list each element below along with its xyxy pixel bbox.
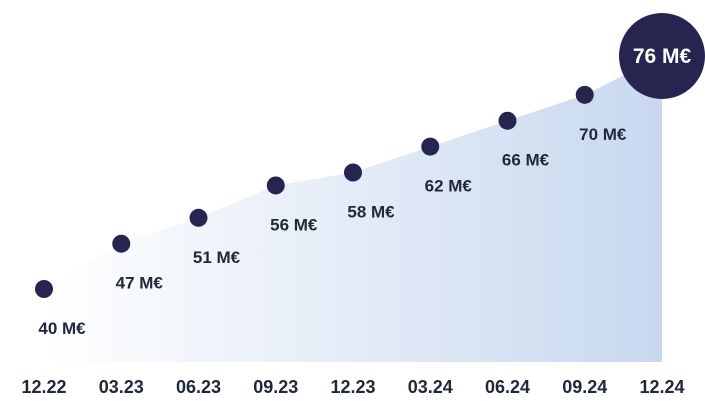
data-point-marker	[421, 137, 440, 156]
data-point-marker	[35, 280, 53, 298]
data-value-label: 62 M€	[425, 177, 473, 196]
data-value-label: 58 M€	[347, 203, 395, 222]
area-fill	[44, 56, 662, 362]
x-tick-label: 09.23	[253, 377, 298, 397]
data-value-label: 70 M€	[579, 125, 627, 144]
data-point-marker	[189, 208, 208, 227]
x-tick-label: 03.24	[408, 377, 453, 397]
data-point-marker	[112, 234, 131, 253]
data-value-label: 66 M€	[502, 151, 550, 170]
data-value-label: 40 M€	[38, 319, 86, 338]
value-labels: 40 M€ 47 M€ 51 M€ 56 M€ 58 M€ 62 M€ 66 M€ 70 M€…	[38, 45, 691, 338]
data-point-marker	[266, 176, 285, 195]
data-value-label: 47 M€	[116, 274, 164, 293]
data-value-label: 56 M€	[270, 215, 318, 234]
x-tick-label: 12.24	[639, 377, 684, 397]
data-value-label: 51 M€	[193, 248, 241, 267]
x-axis-tick-labels: 12.22 03.23 06.23 09.23 12.23 03.24 06.24 09.24…	[21, 377, 684, 397]
data-point-marker	[575, 85, 594, 104]
x-tick-label: 09.24	[562, 377, 607, 397]
x-tick-label: 12.22	[21, 377, 66, 397]
highlight-value-label: 76 M€	[633, 45, 692, 68]
x-tick-label: 03.23	[99, 377, 144, 397]
highlight-marker	[619, 13, 705, 99]
data-point-marker	[498, 111, 517, 130]
data-point-marker	[344, 163, 362, 182]
data-markers	[35, 13, 705, 298]
x-tick-label: 12.23	[330, 377, 375, 397]
x-tick-label: 06.23	[176, 377, 221, 397]
x-tick-label: 06.24	[485, 377, 530, 397]
